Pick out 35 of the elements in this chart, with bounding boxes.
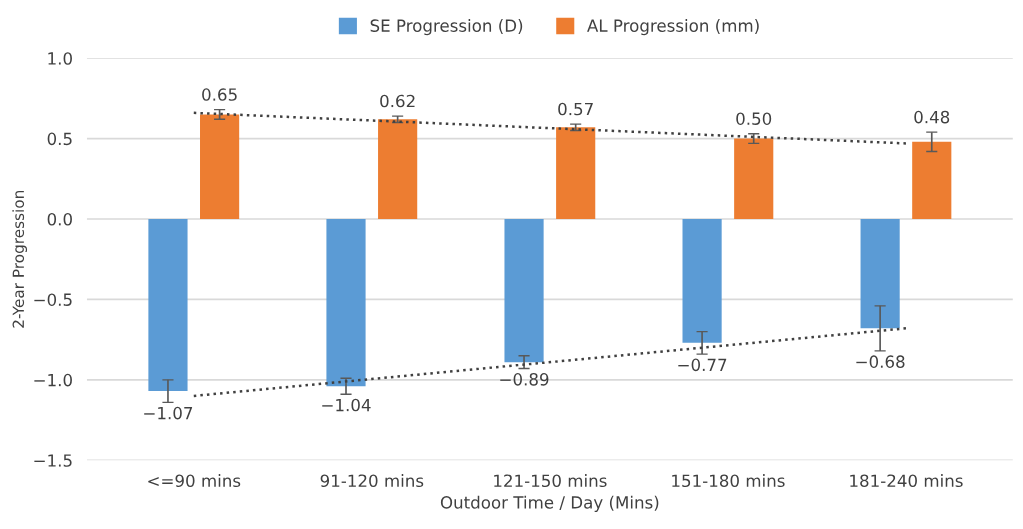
- data-label: −0.68: [856, 355, 905, 368]
- x-tick-label: 181-240 mins: [850, 474, 963, 488]
- bar: [200, 114, 240, 220]
- data-label: −0.89: [500, 373, 549, 386]
- data-label: 0.62: [380, 94, 415, 108]
- bar: [682, 219, 722, 343]
- x-tick-label: 121-150 mins: [494, 474, 607, 488]
- bar: [860, 219, 900, 329]
- data-label: −1.04: [322, 398, 371, 412]
- x-axis-title: Outdoor Time / Day (Mins): [440, 495, 659, 512]
- bar: [326, 219, 366, 387]
- bar: [378, 119, 418, 220]
- bar: [556, 127, 596, 220]
- legend-label: SE Progression (D): [370, 19, 523, 36]
- y-tick-label: −1.0: [34, 373, 72, 387]
- data-label: 0.48: [914, 110, 950, 124]
- legend-label: AL Progression (mm): [587, 19, 759, 36]
- bar: [504, 219, 544, 363]
- bar: [912, 141, 952, 220]
- bar: [734, 138, 774, 220]
- y-tick-label: 0.5: [47, 132, 72, 146]
- data-label: 0.57: [558, 102, 593, 116]
- x-tick-label: 91-120 mins: [320, 474, 424, 488]
- y-tick-label: −0.5: [34, 293, 72, 306]
- bar: [148, 219, 188, 392]
- data-label: −1.07: [144, 406, 193, 420]
- y-tick-label: 0.0: [47, 212, 72, 226]
- x-tick-label: 151-180 mins: [672, 474, 785, 488]
- x-tick-label: <=90 mins: [148, 474, 241, 488]
- y-tick-label: −1.5: [34, 454, 72, 467]
- y-axis-title: 2-Year Progression: [12, 190, 28, 328]
- y-tick-label: 1.0: [48, 52, 72, 65]
- data-label: 0.65: [202, 88, 237, 101]
- data-label: 0.50: [736, 112, 772, 125]
- data-label: −0.77: [678, 358, 727, 372]
